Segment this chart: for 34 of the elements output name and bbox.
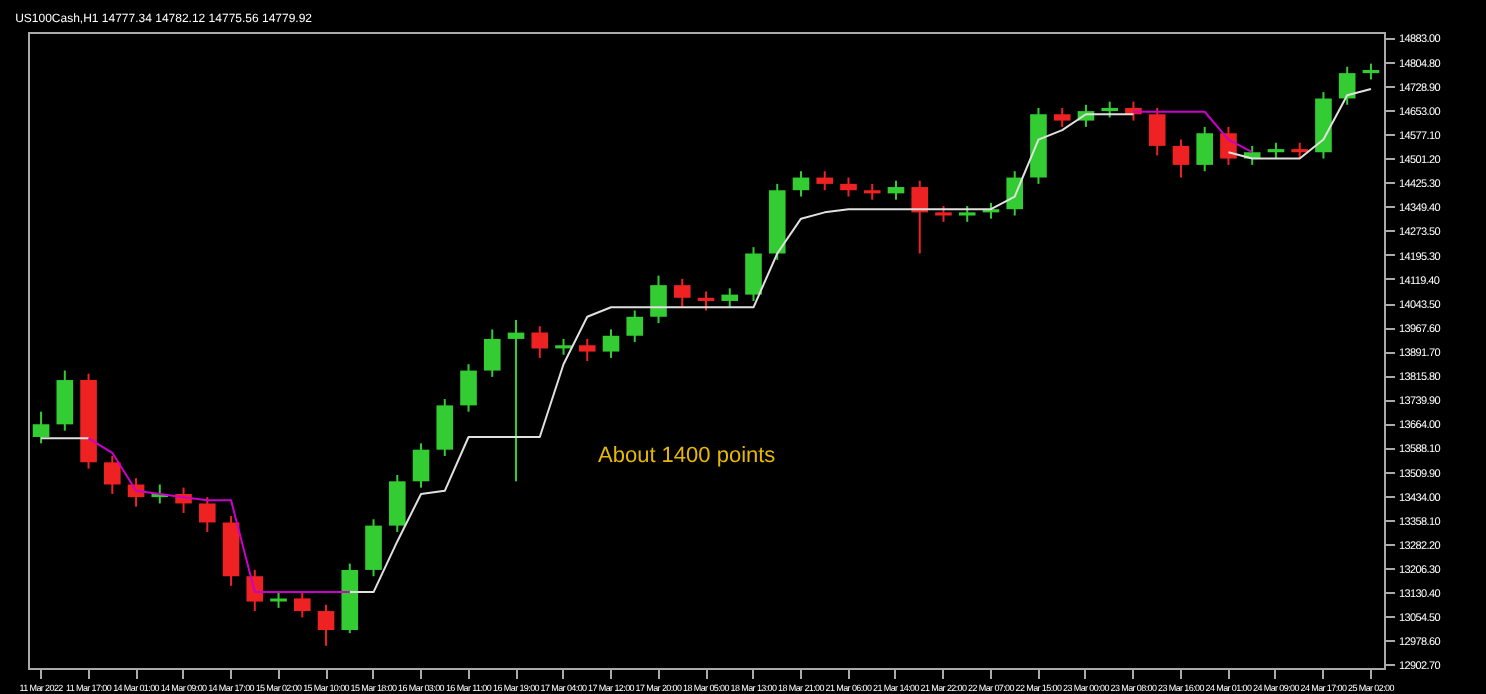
candlestick xyxy=(198,496,216,533)
candlestick xyxy=(1053,106,1071,128)
candlestick xyxy=(721,287,739,309)
candlestick xyxy=(1148,106,1166,157)
candlestick xyxy=(697,290,715,312)
candlestick xyxy=(673,277,691,309)
candlestick xyxy=(317,603,335,647)
candlestick xyxy=(1196,125,1214,173)
candlestick xyxy=(103,455,121,495)
candlestick xyxy=(56,369,74,432)
candlestick xyxy=(602,328,620,359)
candlestick xyxy=(1172,138,1190,179)
candlestick xyxy=(531,325,549,359)
candlestick xyxy=(365,518,382,578)
candlestick xyxy=(887,179,905,201)
candlestick xyxy=(293,591,311,619)
candlestick xyxy=(1338,65,1356,106)
candlestick xyxy=(460,363,477,413)
candlestick xyxy=(816,170,834,192)
candlestick xyxy=(745,246,762,302)
candlestick xyxy=(650,274,667,325)
candlestick xyxy=(388,473,406,533)
candlestick xyxy=(578,337,596,363)
candlestick xyxy=(626,309,644,344)
candlestick xyxy=(1220,125,1237,166)
candlestick xyxy=(436,398,454,457)
candlestick xyxy=(840,176,857,198)
annotation: About 1400 points xyxy=(598,444,777,468)
candlestick xyxy=(507,318,525,483)
candlestick xyxy=(412,442,430,489)
candlestick xyxy=(911,179,929,255)
candlestick xyxy=(32,410,50,445)
candlestick xyxy=(792,170,810,198)
candlestick xyxy=(483,328,501,378)
